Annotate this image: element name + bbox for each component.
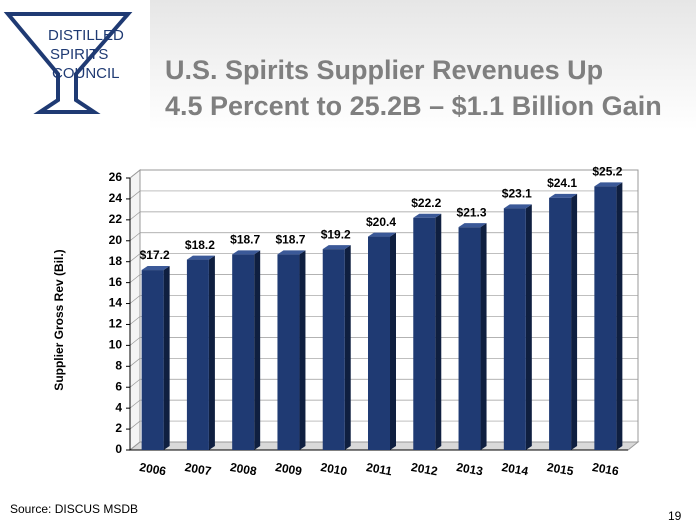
side-wall: [129, 168, 141, 452]
bar-top: [594, 182, 623, 187]
x-tick-label: 2011: [365, 460, 393, 478]
bar: [594, 186, 617, 450]
grid-line: [129, 232, 141, 242]
bar-top: [322, 245, 351, 250]
grid-line: [129, 190, 141, 200]
x-tick-label: 2012: [410, 460, 439, 478]
value-label: $18.2: [185, 238, 215, 252]
value-label: $25.2: [592, 165, 622, 179]
y-tick-label: 18: [109, 254, 123, 268]
bar-side: [299, 250, 306, 450]
chart-title: U.S. Spirits Supplier Revenues Up: [165, 55, 603, 85]
y-tick-label: 6: [115, 379, 122, 393]
grid-line: [129, 274, 141, 283]
bar: [503, 208, 526, 450]
grid-line: [129, 169, 141, 179]
grid-line: [129, 358, 141, 367]
x-tick-label: 2016: [591, 460, 620, 478]
grid-line: [129, 420, 141, 430]
bar-side: [254, 250, 261, 450]
grid-line: [129, 441, 141, 451]
bar-side: [435, 213, 442, 450]
grid-line: [129, 399, 141, 409]
bar: [458, 227, 481, 450]
bar-top: [549, 193, 578, 198]
y-axis-label: Supplier Gross Rev (Bil.): [52, 249, 66, 390]
logo-text: COUNCIL: [52, 65, 120, 82]
chart-title: 4.5 Percent to 25.2B – $1.1 Billion Gain: [165, 91, 662, 121]
bar-top: [141, 266, 170, 271]
bar-top: [458, 223, 487, 228]
x-tick-label: 2006: [138, 460, 167, 478]
bar-side: [390, 232, 396, 450]
y-tick-label: 10: [109, 338, 123, 352]
y-tick-label: 24: [109, 191, 123, 205]
bar-side: [525, 204, 532, 450]
bar: [413, 217, 436, 450]
y-tick-label: 26: [109, 170, 123, 184]
grid-line: [129, 253, 141, 262]
x-tick-label: 2010: [320, 460, 349, 478]
value-label: $22.2: [411, 196, 441, 210]
bar-side: [163, 266, 170, 450]
value-label: $17.2: [140, 248, 170, 262]
x-tick-label: 2007: [184, 460, 213, 478]
bar-top: [503, 204, 532, 209]
value-label: $18.7: [230, 233, 260, 247]
bar: [322, 249, 345, 450]
y-tick-label: 14: [109, 296, 123, 310]
bar: [141, 270, 164, 450]
bar-side: [344, 245, 351, 450]
y-tick-label: 16: [109, 275, 123, 289]
page-number: 19: [668, 509, 682, 523]
bar: [232, 254, 255, 450]
value-label: $19.2: [321, 227, 351, 241]
y-tick-label: 8: [115, 358, 122, 372]
bar: [368, 236, 390, 450]
grid-line: [129, 378, 141, 388]
value-label: $21.3: [457, 205, 487, 219]
value-label: $24.1: [547, 176, 577, 190]
title-band: [150, 0, 696, 130]
logo-glass: [3, 12, 133, 114]
x-tick-label: 2014: [501, 460, 530, 478]
value-label: $23.1: [502, 187, 532, 201]
bar-top: [186, 255, 215, 260]
bar-top: [413, 213, 442, 218]
x-tick-label: 2013: [455, 460, 484, 478]
grid-line: [129, 211, 141, 221]
bar-side: [571, 193, 578, 450]
source: Source: DISCUS MSDB: [10, 502, 138, 516]
bar-top: [368, 232, 396, 237]
grid-line: [129, 337, 141, 346]
grid-line: [129, 316, 141, 325]
y-tick-label: 0: [115, 442, 122, 456]
y-tick-label: 2: [115, 421, 122, 435]
value-label: $20.4: [366, 215, 396, 229]
x-tick-label: 2015: [546, 460, 575, 478]
y-tick-label: 12: [109, 317, 123, 331]
bar-side: [616, 182, 623, 450]
y-tick-label: 22: [109, 212, 123, 226]
grid-line: [129, 295, 141, 304]
bar-top: [277, 250, 306, 255]
bar-side: [480, 223, 487, 450]
x-tick-label: 2008: [229, 460, 258, 478]
value-label: $18.7: [275, 233, 305, 247]
bar-side: [208, 255, 215, 450]
logo-text: DISTILLED: [48, 27, 124, 44]
y-tick-label: 20: [109, 233, 123, 247]
bar-top: [232, 250, 261, 255]
y-tick-label: 4: [115, 400, 122, 414]
bar: [549, 197, 572, 450]
bar: [277, 254, 300, 450]
logo-text: SPIRITS: [50, 46, 108, 63]
x-tick-label: 2009: [274, 460, 303, 478]
bar: [186, 259, 209, 450]
